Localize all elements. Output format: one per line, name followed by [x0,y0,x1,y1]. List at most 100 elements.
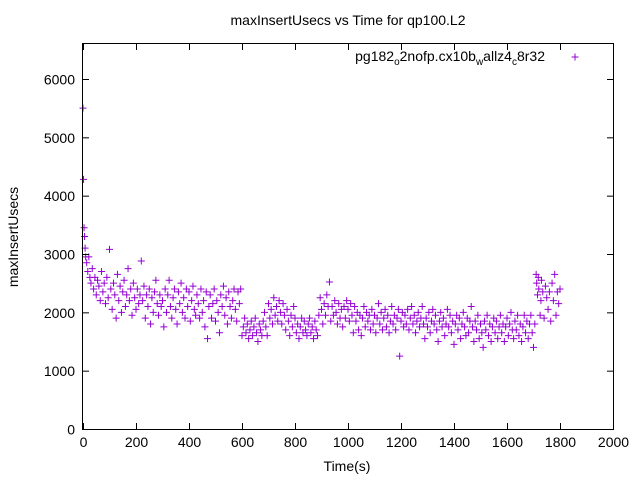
data-point [357,332,365,340]
data-point [174,288,182,296]
data-point [111,291,119,299]
data-point [397,317,405,325]
data-point [488,323,496,331]
data-point [87,279,95,287]
data-point [112,314,120,322]
data-point [123,291,131,299]
data-point [116,282,124,290]
data-point [125,297,133,305]
data-point [537,276,545,284]
data-point [487,338,495,345]
data-point [128,311,136,319]
data-point [172,305,180,313]
data-point [406,314,414,322]
data-point [307,329,315,337]
data-point [303,332,311,340]
data-point [217,291,225,299]
data-point [351,303,359,310]
data-point [275,297,283,305]
data-point [161,285,169,293]
data-point [88,265,96,273]
data-point [170,285,178,293]
data-point [233,317,241,325]
x-tick-label: 800 [284,434,308,450]
data-point [124,265,132,273]
data-point [348,311,356,319]
data-point [474,311,482,319]
data-point [189,282,197,290]
data-point [215,329,223,337]
data-point [213,297,221,305]
data-point [416,323,424,331]
data-point [373,314,381,322]
data-point [151,288,159,296]
data-point [314,332,322,340]
data-point [279,300,287,308]
data-point [230,285,238,293]
data-point [524,335,532,343]
data-point [129,279,137,287]
data-point [551,270,559,278]
y-tick-label: 6000 [44,72,75,88]
data-point [237,285,245,293]
data-point [378,326,386,334]
x-tick-label: 400 [178,434,202,450]
data-point [196,314,204,322]
data-point [117,308,125,316]
data-point [247,317,255,325]
data-point [528,329,536,337]
data-point [368,305,376,313]
data-point [510,335,518,343]
data-point [504,332,512,340]
data-point [519,323,527,331]
data-point [271,311,279,319]
data-points [79,104,564,360]
data-point [242,329,250,337]
data-point [404,305,412,313]
chart-title: maxInsertUsecs vs Time for qp100.L2 [231,12,466,28]
data-point [280,311,288,319]
y-tick-label: 1000 [44,363,75,379]
data-point [227,314,235,322]
data-point [533,291,541,299]
data-point [511,317,519,325]
plot-frame [82,43,614,430]
data-point [166,303,174,310]
data-point [315,311,323,319]
data-point [494,335,502,343]
data-point [152,276,160,284]
data-point [272,303,280,310]
data-point [145,285,153,293]
data-point [482,326,490,334]
data-point [552,311,560,319]
data-point [455,314,463,322]
data-point [180,294,188,302]
data-point [344,305,352,313]
data-point [385,329,393,337]
data-point [372,329,380,337]
data-point [188,297,196,305]
data-point [451,320,459,328]
data-point [132,305,140,313]
data-point [541,282,549,290]
data-point [239,323,247,331]
data-point [209,300,217,308]
data-point [193,291,201,299]
legend-marker [571,53,579,61]
data-point [536,311,544,319]
data-point [491,329,499,337]
data-point [392,326,400,334]
data-point [534,273,542,281]
data-point [251,314,259,322]
data-point [184,303,192,310]
data-point [367,326,375,334]
data-point [140,282,148,290]
data-point [343,297,351,305]
data-point [347,300,355,308]
data-point [84,268,92,275]
data-point [205,303,213,310]
data-point [95,282,103,290]
data-point [304,320,312,328]
data-point [80,224,88,232]
data-point [506,320,514,328]
